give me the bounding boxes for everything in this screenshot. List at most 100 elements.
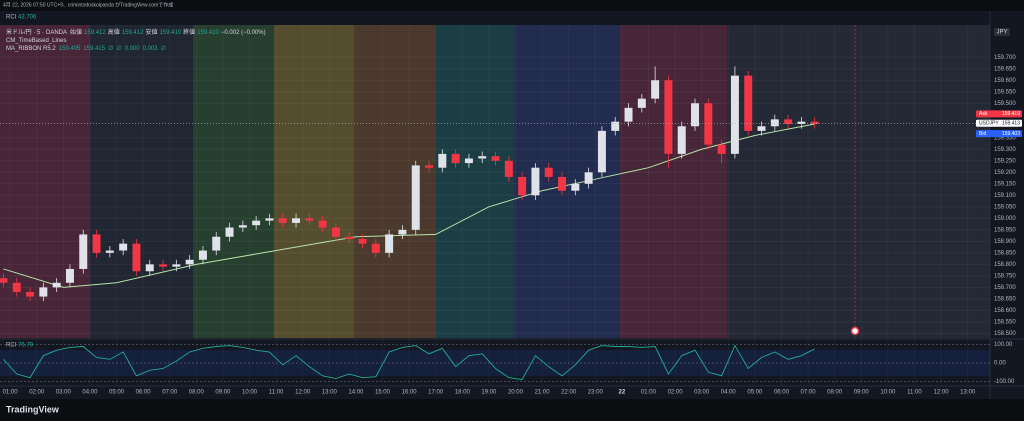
candle-body <box>345 236 354 240</box>
rci-tick-label: 0.00 <box>994 361 1006 367</box>
legend-item: ∅ <box>116 46 122 52</box>
indicator-name: RCI <box>6 15 17 21</box>
candle-body <box>784 119 793 124</box>
candle-body <box>571 183 580 191</box>
rci-line <box>3 344 815 380</box>
legend-item: 159.415 <box>83 46 106 52</box>
rci-tick-label: 100.00 <box>994 342 1013 348</box>
y-tick-label: 159.550 <box>994 89 1016 95</box>
x-tick-label: 15:00 <box>375 390 391 396</box>
legend-item: ∅ <box>160 46 166 52</box>
candle-body <box>371 243 380 253</box>
candle-body <box>278 218 287 223</box>
candle-body <box>238 225 247 228</box>
candle-body <box>172 264 181 267</box>
x-tick-label: 05:00 <box>109 390 125 396</box>
candle-body <box>159 264 168 267</box>
y-tick-label: 159.300 <box>994 147 1016 153</box>
x-tick-label: 10:00 <box>880 390 896 396</box>
candle-body <box>132 243 141 272</box>
candle-body <box>744 75 753 131</box>
x-tick-label: 16:00 <box>402 390 418 396</box>
x-tick-label: 19:00 <box>481 390 497 396</box>
x-tick-label: 09:00 <box>854 390 870 396</box>
legend-row: CM_TimeBased_Lines <box>6 37 66 45</box>
alert-icon[interactable] <box>850 326 860 336</box>
rci-name: RCI <box>6 343 17 349</box>
x-tick-label: 23:00 <box>588 390 604 396</box>
candle-body <box>451 153 460 164</box>
candle-body <box>730 75 739 154</box>
candle-body <box>664 80 673 154</box>
candle-body <box>39 287 48 297</box>
brand: TradingView <box>6 404 60 414</box>
candle-body <box>305 218 314 221</box>
candle-body <box>518 176 527 196</box>
candle-body <box>265 218 274 221</box>
indicator-legend: CM_TimeBased_Lines <box>6 38 67 44</box>
x-tick-label: 06:00 <box>136 390 152 396</box>
candle-body <box>411 165 420 230</box>
currency: JPY <box>996 30 1007 36</box>
x-tick-label: 22:00 <box>561 390 577 396</box>
session-band <box>435 25 514 338</box>
candle-body <box>677 126 686 154</box>
price-tag <box>976 110 1022 118</box>
currency-tag <box>994 28 1010 36</box>
candle-body <box>757 126 766 131</box>
price-tag <box>976 119 1022 127</box>
candle-body <box>385 234 394 253</box>
x-tick-label: 11:00 <box>269 390 284 396</box>
x-tick-label: 14:00 <box>348 390 364 396</box>
legend-item: 高値 <box>107 30 120 36</box>
y-tick-label: 159.150 <box>994 181 1016 187</box>
candle-body <box>119 243 128 251</box>
candle-body <box>358 239 367 244</box>
x-tick-label: 12:00 <box>295 390 311 396</box>
candle-body <box>398 229 407 235</box>
candle-body <box>637 98 646 108</box>
session-band <box>90 25 193 338</box>
price-tag <box>976 130 1022 138</box>
price-tag-value: 159.419 <box>1002 111 1020 117</box>
candle-body <box>92 234 101 253</box>
y-tick-label: 159.700 <box>994 55 1016 61</box>
legend-item: 終値 <box>183 30 196 36</box>
price-tag-name: USDJPY <box>979 121 999 127</box>
candle-body <box>504 160 513 177</box>
session-band <box>274 25 354 338</box>
legend-item: 159.410 <box>197 30 219 36</box>
y-tick-label: 158.600 <box>994 308 1016 314</box>
candle-body <box>145 264 154 272</box>
y-tick-label: 159.650 <box>994 66 1016 72</box>
legend-item: ∅ <box>108 46 114 52</box>
symbol: 米ドル/円 · 5 · OANDA <box>6 30 68 36</box>
ohlc: 始値 159.412 高値 159.412 安値 159.410 終値 159.410 −0.0… <box>70 29 266 37</box>
y-tick-label: 159.050 <box>994 204 1016 210</box>
candle-body <box>558 176 567 191</box>
candle-body <box>12 282 21 292</box>
x-tick-label: 02:00 <box>29 390 45 396</box>
legend-row: MA_RIBBON R5.2 159.405 159.415 ∅ ∅ 0.000 0.003… <box>6 45 166 53</box>
x-tick-label: 03:00 <box>694 390 710 396</box>
candle-body <box>611 121 620 131</box>
legend-row: 米ドル/円 · 5 · OANDA 始値 159.412 高値 159.412 安値 15… <box>6 29 266 37</box>
candle-body <box>584 172 593 184</box>
candle-body <box>425 165 434 168</box>
candle-body <box>212 236 221 251</box>
y-tick-label: 159.250 <box>994 158 1016 164</box>
x-tick-label: 04:00 <box>721 390 737 396</box>
legend-item: MA_RIBBON R5.2 <box>6 46 56 52</box>
rci-value: 76.79 <box>18 343 34 349</box>
candle-body <box>544 167 553 177</box>
y-tick-label: 159.500 <box>994 101 1016 107</box>
x-tick-label: 10:00 <box>242 390 258 396</box>
candle-body <box>79 234 88 269</box>
y-tick-label: 159.350 <box>994 135 1016 141</box>
legend-item: 0.000 <box>124 46 140 52</box>
y-tick-label: 158.650 <box>994 296 1016 302</box>
rci-tick-label: -100.00 <box>994 379 1015 385</box>
